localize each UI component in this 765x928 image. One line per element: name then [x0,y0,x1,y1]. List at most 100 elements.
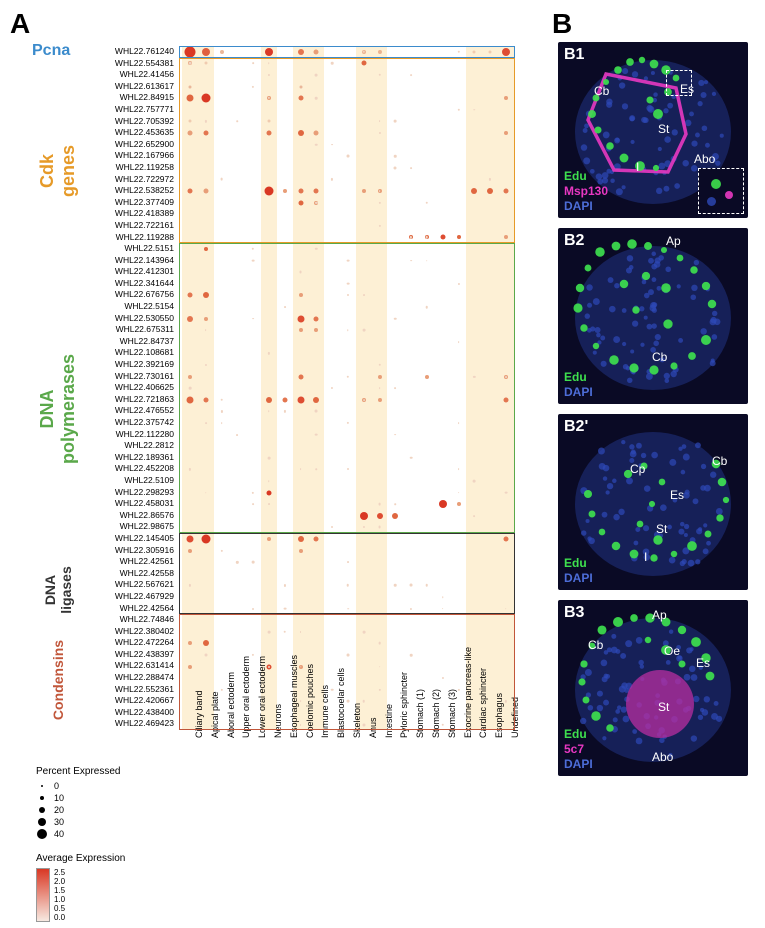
expression-dot [201,535,210,544]
expression-dot-faint [315,74,318,77]
celltype-label: Skeleton [352,703,362,738]
expression-dot-faint [252,85,254,87]
gene-id: WHL22.392169 [94,359,178,371]
expression-dot-faint [347,584,350,587]
expression-dot-faint [252,248,254,250]
expression-dot-faint [188,62,191,65]
expression-dot-faint [346,155,349,158]
column-stripe [308,46,324,730]
group-label: Pcna [32,42,70,60]
expression-dot-faint [426,201,428,203]
gene-id: WHL22.189361 [94,452,178,464]
expression-dot-faint [457,283,459,285]
expression-dot-faint [410,654,413,657]
expression-dot [203,292,209,298]
gene-id: WHL22.42561 [94,556,178,568]
expression-dot-faint [394,155,397,158]
expression-dot-faint [426,260,428,262]
expression-dot [314,537,319,542]
expression-dot-faint [299,271,302,274]
percent-legend-title: Percent Expressed [36,766,236,777]
percent-legend-row: 30 [36,817,236,827]
expression-dot-faint [300,631,302,633]
expr-legend-title: Average Expression [36,853,236,864]
celltype-label: Upper oral ectoderm [241,656,251,738]
gene-id: WHL22.375742 [94,417,178,429]
gene-id: WHL22.412301 [94,266,178,278]
micrograph-annotation: St [658,122,669,136]
expression-dot-faint [378,642,381,645]
gene-id: WHL22.438400 [94,707,178,719]
expression-dot-faint [268,411,270,413]
expression-dot-faint [394,434,396,436]
expression-dot [297,396,304,403]
gene-id: WHL22.377409 [94,197,178,209]
expression-dot [471,188,477,194]
inset-source-box [666,70,692,96]
micrograph-annotation: St [656,522,667,536]
expression-dot [299,85,302,88]
celltype-label: Neurons [273,704,283,738]
celltype-label: Apical plate [210,691,220,738]
expression-dot [201,94,210,103]
expression-dot [503,537,508,542]
expression-dot-faint [379,666,381,668]
expression-dot [267,120,270,123]
gene-id: WHL22.341644 [94,278,178,290]
gene-id: WHL22.98675 [94,521,178,533]
expression-dot-faint [252,608,254,610]
expression-dot-faint [237,121,239,123]
microscopy-images: B1CbEsStIAboEduMsp130DAPIB2ApCbEduDAPIB2… [558,42,748,786]
expression-dot [187,189,192,194]
dot-grid [182,46,514,730]
expression-dot-faint [410,456,413,459]
expression-dot [204,62,207,65]
expression-dot-faint [204,654,207,657]
expression-dot-faint [379,387,381,389]
gene-id: WHL22.5154 [94,301,178,313]
micrograph-annotation: Cb [712,454,727,468]
expression-dot-faint [252,491,254,493]
celltype-label: Stomach (3) [447,689,457,738]
expression-dot-faint [458,468,460,470]
expression-dot [378,398,382,402]
celltype-label: Blastocoelar cells [336,668,346,738]
expression-dot [266,131,271,136]
expression-dot-faint [410,608,412,610]
gene-id: WHL22.42558 [94,568,178,580]
expression-dot-faint [362,723,365,726]
expression-dot-faint [362,329,365,332]
expression-dot [266,397,272,403]
expression-dot [299,328,303,332]
micrograph-annotation: Cb [588,638,603,652]
micrograph-annotation: Abo [652,750,673,764]
expression-dot [504,235,508,239]
gene-id: WHL22.476552 [94,405,178,417]
gradient-tick: 0.5 [54,904,65,913]
gradient-tick: 0.0 [54,913,65,922]
marker-label: DAPI [564,757,593,771]
micrograph-annotation: Abo [694,152,715,166]
expression-dot [184,46,195,57]
gene-id: WHL22.288474 [94,672,178,684]
gene-id: WHL22.41456 [94,69,178,81]
expression-dot [313,397,319,403]
expression-dot-faint [394,120,397,123]
expression-dot-faint [474,109,476,111]
expression-dot [473,50,476,53]
expression-dot [487,188,493,194]
gene-id: WHL22.145405 [94,533,178,545]
marker-label: Msp130 [564,184,608,198]
expression-dot [282,397,287,402]
expression-dot-faint [268,630,271,633]
gene-id: WHL22.2812 [94,440,178,452]
expression-dot-faint [378,526,381,529]
expression-dot-faint [458,422,460,424]
inset-box [698,168,744,214]
gene-id: WHL22.675311 [94,324,178,336]
expression-dot-faint [315,410,318,413]
expression-dot [203,397,208,402]
expression-dot [314,131,319,136]
gene-id: WHL22.652900 [94,139,178,151]
micrograph-label: B1 [564,46,584,64]
